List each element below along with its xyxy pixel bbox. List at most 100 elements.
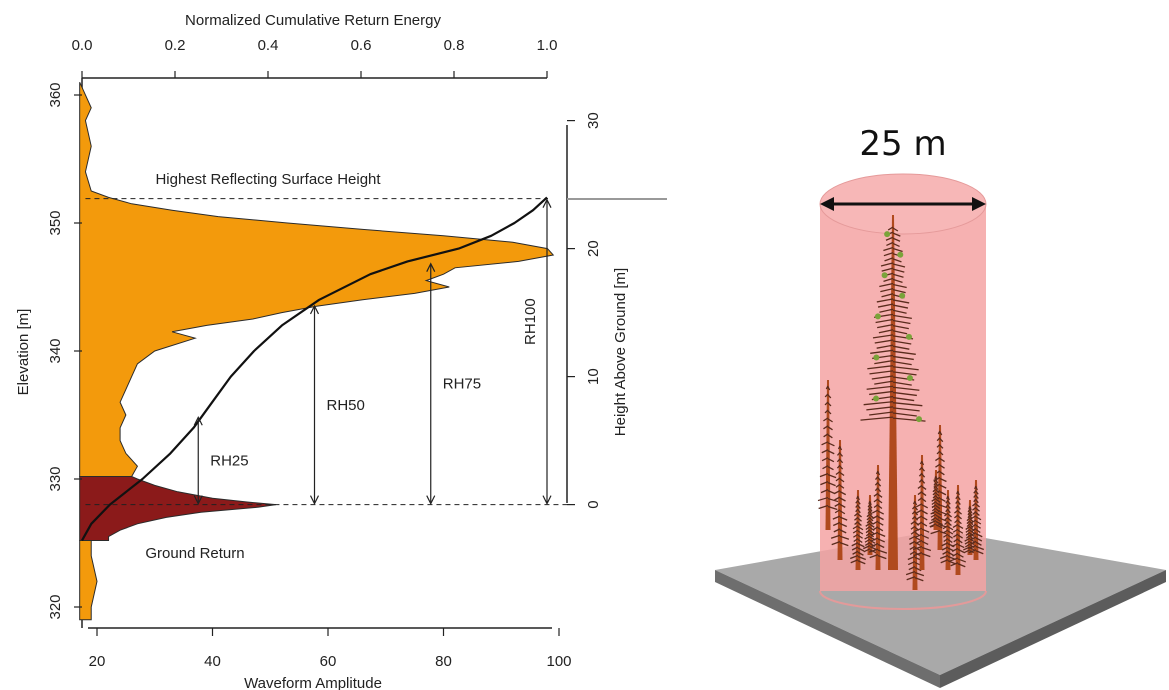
branch [839, 529, 847, 534]
relative-height-layer: RH25 RH50 RH75 RH100 [193, 198, 552, 505]
branch [918, 478, 923, 483]
branch [833, 528, 841, 533]
branch [921, 479, 926, 484]
branch [935, 489, 940, 494]
branch [950, 562, 959, 567]
branch [874, 380, 894, 385]
branch [855, 504, 859, 508]
branch [947, 496, 950, 501]
branch [836, 464, 841, 469]
branch [851, 546, 859, 551]
branch [863, 548, 871, 553]
branch [916, 521, 923, 526]
branch [892, 278, 903, 284]
branch [892, 366, 919, 371]
branch [865, 525, 871, 531]
branch [824, 409, 829, 414]
branch [857, 517, 862, 522]
branch [935, 486, 939, 490]
branch [854, 512, 859, 517]
branch [853, 537, 859, 543]
foliage-tuft [874, 313, 881, 320]
branch [885, 236, 894, 241]
branch [933, 478, 937, 483]
branch [878, 329, 894, 334]
branch [909, 550, 916, 556]
branch [957, 548, 965, 553]
branch [884, 257, 894, 262]
branch [872, 520, 879, 525]
branch [957, 505, 961, 510]
foliage-tuft [906, 375, 913, 382]
branch [877, 488, 882, 493]
branch [915, 503, 923, 508]
branch [910, 525, 916, 530]
branch [954, 509, 959, 514]
branch [921, 461, 925, 466]
branch [881, 267, 894, 272]
branch [935, 457, 941, 462]
branch [957, 501, 961, 505]
rh-label: RH50 [327, 397, 365, 414]
branch [970, 519, 977, 524]
branch [867, 365, 894, 370]
branch [839, 452, 844, 457]
branch [865, 522, 871, 527]
tree [967, 480, 985, 560]
branch [839, 522, 847, 528]
branch [877, 504, 883, 509]
branch [939, 497, 946, 502]
branch [833, 490, 841, 495]
branch [956, 490, 959, 495]
ground-waveform-area [79, 475, 277, 541]
branch [947, 513, 952, 518]
branch [975, 533, 983, 538]
branch [892, 407, 920, 412]
branch [827, 458, 835, 463]
branch [957, 491, 960, 496]
branch [939, 431, 943, 436]
branch [957, 539, 963, 544]
branch [967, 544, 977, 550]
branch [877, 549, 888, 554]
foliage-tuft [873, 354, 880, 361]
branch [839, 510, 846, 515]
rh-arrow-head-bottom [542, 495, 552, 505]
branch [827, 394, 832, 399]
rh-marker-rh100: RH100 [522, 198, 552, 505]
branch [975, 503, 980, 508]
tree [817, 380, 839, 530]
branch [834, 502, 841, 507]
branch [942, 529, 949, 534]
branch [827, 426, 833, 431]
rh-label: RH25 [210, 452, 248, 469]
branch [839, 491, 847, 496]
rh-marker-rh50: RH50 [309, 304, 365, 505]
branch [939, 554, 949, 560]
branch [937, 430, 941, 435]
branch [836, 458, 841, 463]
branch [827, 474, 837, 479]
footprint-cylinder-bottom [819, 590, 987, 610]
branch [930, 510, 937, 515]
branch [935, 479, 939, 484]
branch [877, 532, 886, 537]
branch [972, 511, 977, 515]
branch [876, 298, 894, 303]
rh-label: RH100 [522, 298, 539, 345]
branch [877, 499, 883, 504]
branch [969, 512, 973, 517]
branch [820, 481, 829, 486]
branch [825, 385, 829, 390]
branch [914, 572, 925, 577]
branch [868, 500, 871, 505]
lower-tail-waveform-area [79, 539, 98, 621]
branch [940, 559, 949, 564]
rh-label: RH75 [443, 376, 481, 393]
branch [892, 355, 914, 361]
branch [975, 524, 981, 529]
branch [921, 473, 926, 478]
branch [911, 515, 916, 520]
left-tick-label: 360 [47, 82, 64, 107]
branch [957, 563, 966, 568]
